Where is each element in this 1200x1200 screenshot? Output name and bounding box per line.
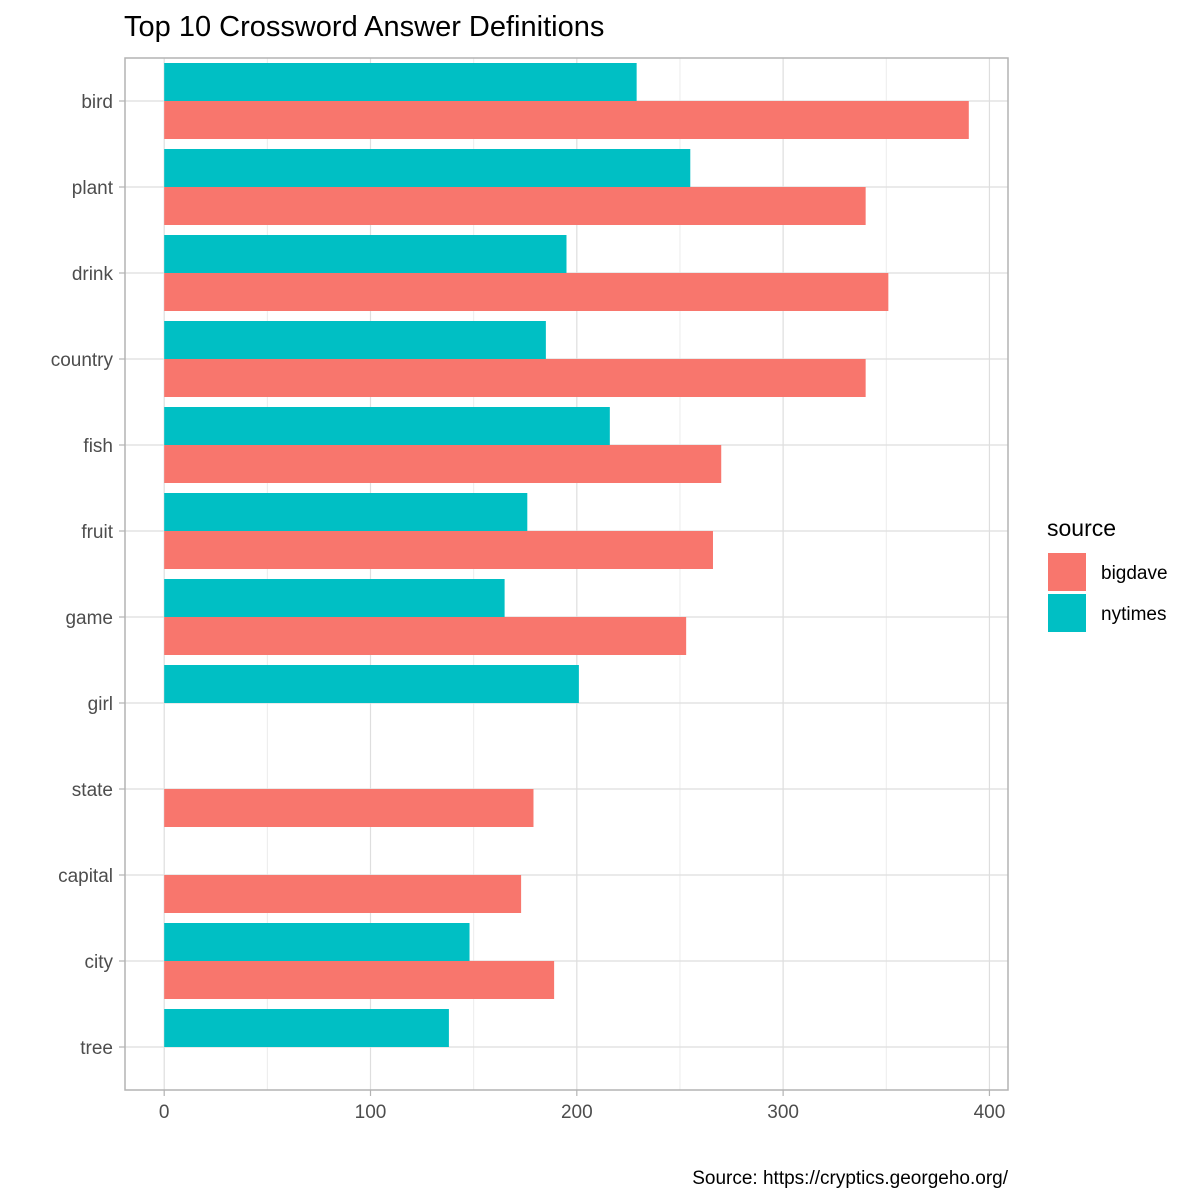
bar-nytimes bbox=[164, 923, 470, 961]
y-tick-label: game bbox=[65, 608, 113, 629]
bar-nytimes bbox=[164, 1009, 449, 1047]
legend-key-nytimes bbox=[1048, 594, 1086, 632]
x-tick-label: 200 bbox=[561, 1102, 593, 1123]
x-tick-label: 0 bbox=[159, 1102, 170, 1123]
bar-bigdave bbox=[164, 617, 687, 655]
bar-nytimes bbox=[164, 321, 546, 359]
y-tick-label: bird bbox=[81, 92, 113, 113]
y-tick-label: country bbox=[51, 350, 114, 371]
bar-nytimes bbox=[164, 493, 528, 531]
y-tick-label: state bbox=[72, 780, 113, 801]
x-tick-label: 100 bbox=[355, 1102, 387, 1123]
y-tick-label: tree bbox=[80, 1038, 113, 1059]
y-axis: bird plant drink country fish fruit game girl st… bbox=[51, 92, 125, 1059]
bar-nytimes bbox=[164, 665, 579, 703]
y-tick-label: fish bbox=[83, 436, 113, 457]
x-axis: 0 100 200 300 400 bbox=[159, 1090, 1005, 1123]
chart-title: Top 10 Crossword Answer Definitions bbox=[124, 11, 604, 43]
legend: source bigdave nytimes bbox=[1047, 515, 1168, 632]
legend-label-bigdave: bigdave bbox=[1101, 563, 1168, 584]
y-tick-label: fruit bbox=[81, 522, 113, 543]
y-tick-label: girl bbox=[88, 694, 113, 715]
bars bbox=[164, 63, 969, 1047]
bar-bigdave bbox=[164, 359, 866, 397]
y-tick-label: city bbox=[85, 952, 114, 973]
x-tick-label: 300 bbox=[767, 1102, 799, 1123]
bar-bigdave bbox=[164, 961, 555, 999]
legend-title: source bbox=[1047, 515, 1116, 541]
bar-nytimes bbox=[164, 407, 610, 445]
chart-caption: Source: https://cryptics.georgeho.org/ bbox=[692, 1168, 1008, 1189]
bar-bigdave bbox=[164, 187, 866, 225]
bar-nytimes bbox=[164, 63, 637, 101]
plot-panel-border bbox=[124, 57, 1009, 1091]
bar-nytimes bbox=[164, 149, 691, 187]
bar-bigdave bbox=[164, 789, 534, 827]
bar-nytimes bbox=[164, 235, 567, 273]
bar-bigdave bbox=[164, 875, 522, 913]
y-tick-label: capital bbox=[58, 866, 113, 887]
bar-bigdave bbox=[164, 101, 969, 139]
x-tick-label: 400 bbox=[974, 1102, 1006, 1123]
y-tick-label: plant bbox=[72, 178, 114, 199]
bar-bigdave bbox=[164, 445, 722, 483]
bar-bigdave bbox=[164, 531, 713, 569]
bar-nytimes bbox=[164, 579, 505, 617]
bar-bigdave bbox=[164, 273, 889, 311]
legend-label-nytimes: nytimes bbox=[1101, 604, 1166, 625]
legend-key-bigdave bbox=[1048, 553, 1086, 591]
y-tick-label: drink bbox=[72, 264, 114, 285]
